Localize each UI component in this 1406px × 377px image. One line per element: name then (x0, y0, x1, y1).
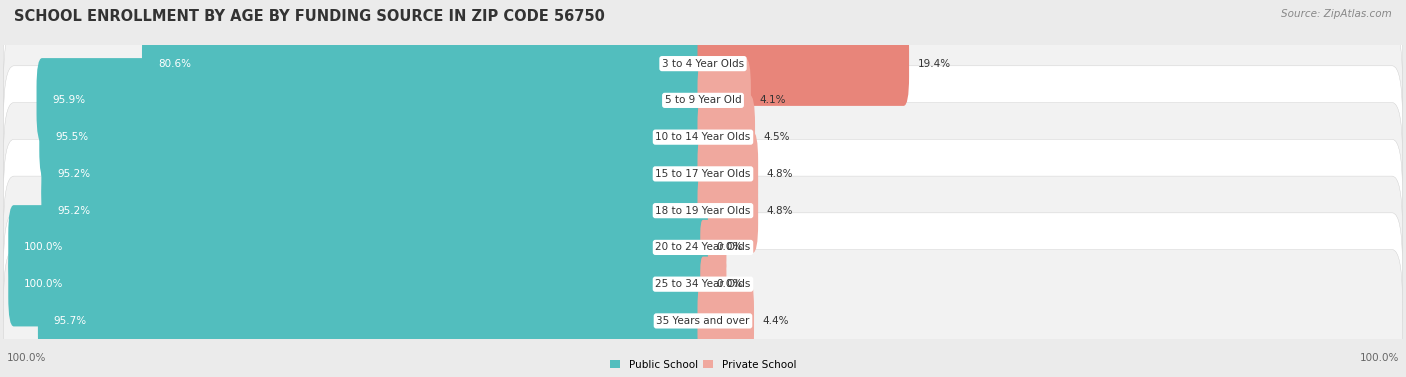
FancyBboxPatch shape (41, 169, 709, 253)
Text: 100.0%: 100.0% (1360, 353, 1399, 363)
Text: 25 to 34 Year Olds: 25 to 34 Year Olds (655, 279, 751, 289)
Text: 4.5%: 4.5% (763, 132, 790, 142)
FancyBboxPatch shape (697, 279, 754, 363)
Text: 35 Years and over: 35 Years and over (657, 316, 749, 326)
FancyBboxPatch shape (3, 250, 1403, 377)
FancyBboxPatch shape (697, 58, 751, 143)
Text: 100.0%: 100.0% (7, 353, 46, 363)
Text: 4.8%: 4.8% (766, 169, 793, 179)
Text: 100.0%: 100.0% (24, 242, 63, 253)
FancyBboxPatch shape (697, 169, 758, 253)
Text: 5 to 9 Year Old: 5 to 9 Year Old (665, 95, 741, 106)
Text: 95.5%: 95.5% (55, 132, 89, 142)
Text: 4.1%: 4.1% (759, 95, 786, 106)
FancyBboxPatch shape (3, 139, 1403, 282)
Text: 15 to 17 Year Olds: 15 to 17 Year Olds (655, 169, 751, 179)
Text: 4.8%: 4.8% (766, 205, 793, 216)
Text: 3 to 4 Year Olds: 3 to 4 Year Olds (662, 58, 744, 69)
FancyBboxPatch shape (3, 176, 1403, 319)
Text: 95.2%: 95.2% (58, 169, 90, 179)
Text: 20 to 24 Year Olds: 20 to 24 Year Olds (655, 242, 751, 253)
Text: Source: ZipAtlas.com: Source: ZipAtlas.com (1281, 9, 1392, 20)
FancyBboxPatch shape (8, 205, 709, 290)
FancyBboxPatch shape (700, 257, 727, 312)
FancyBboxPatch shape (3, 29, 1403, 172)
FancyBboxPatch shape (697, 95, 755, 179)
FancyBboxPatch shape (41, 132, 709, 216)
Text: 95.7%: 95.7% (53, 316, 87, 326)
Text: 10 to 14 Year Olds: 10 to 14 Year Olds (655, 132, 751, 142)
FancyBboxPatch shape (37, 58, 709, 143)
Text: SCHOOL ENROLLMENT BY AGE BY FUNDING SOURCE IN ZIP CODE 56750: SCHOOL ENROLLMENT BY AGE BY FUNDING SOUR… (14, 9, 605, 25)
FancyBboxPatch shape (8, 242, 709, 326)
FancyBboxPatch shape (39, 95, 709, 179)
FancyBboxPatch shape (3, 66, 1403, 208)
FancyBboxPatch shape (38, 279, 709, 363)
Text: 95.2%: 95.2% (58, 205, 90, 216)
Text: 19.4%: 19.4% (917, 58, 950, 69)
FancyBboxPatch shape (142, 21, 709, 106)
Text: 4.4%: 4.4% (762, 316, 789, 326)
Text: 18 to 19 Year Olds: 18 to 19 Year Olds (655, 205, 751, 216)
FancyBboxPatch shape (697, 21, 910, 106)
FancyBboxPatch shape (3, 213, 1403, 356)
FancyBboxPatch shape (697, 132, 758, 216)
Text: 0.0%: 0.0% (717, 242, 742, 253)
Legend: Public School, Private School: Public School, Private School (607, 358, 799, 372)
Text: 100.0%: 100.0% (24, 279, 63, 289)
FancyBboxPatch shape (3, 0, 1403, 135)
Text: 80.6%: 80.6% (157, 58, 191, 69)
Text: 95.9%: 95.9% (52, 95, 86, 106)
Text: 0.0%: 0.0% (717, 279, 742, 289)
FancyBboxPatch shape (700, 220, 727, 275)
FancyBboxPatch shape (3, 103, 1403, 245)
